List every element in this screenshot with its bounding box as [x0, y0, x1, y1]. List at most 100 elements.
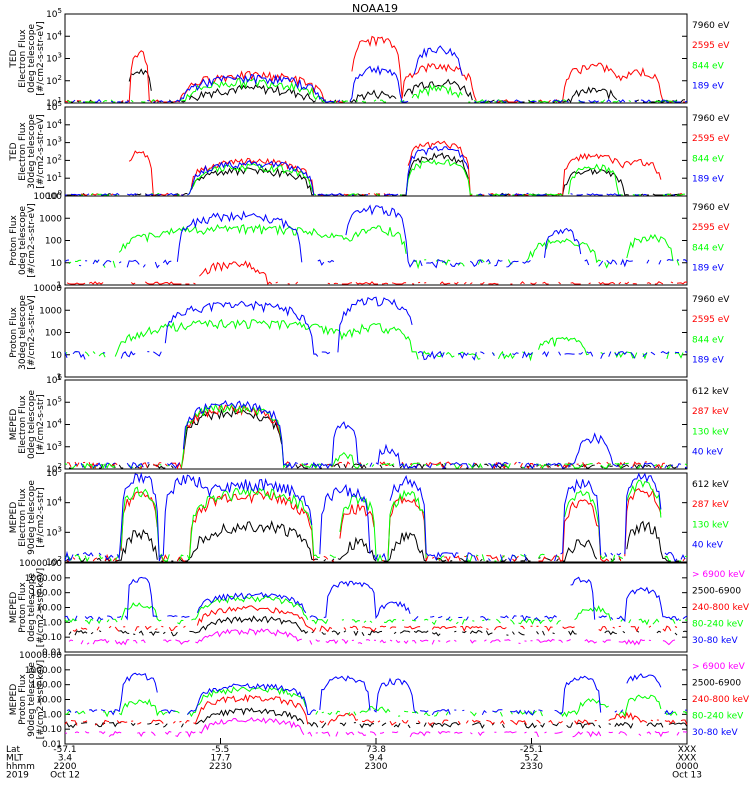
y-tick-label: 10000.00 [19, 651, 62, 661]
x-tick-label: 0000 [676, 762, 699, 772]
legend-entry: 2595 eV [692, 134, 730, 144]
legend-entry: 2595 eV [692, 41, 730, 51]
y-tick-label: 0.10 [42, 725, 62, 735]
legend-entry: 287 keV [692, 407, 729, 417]
series-line [71, 68, 686, 104]
panel-frame [64, 472, 688, 563]
legend-entry: 40 keV [692, 541, 724, 551]
panel-meped-p-90: 0.010.101.0010.00100.001000.0010000.00ME… [9, 651, 750, 750]
y-axis-label-line: 0deg telescope [27, 24, 37, 94]
x-tick-label: Oct 12 [50, 771, 80, 781]
x-tick-label: 2330 [520, 762, 543, 772]
series-line [65, 158, 686, 196]
chart-title: NOAA19 [352, 2, 398, 15]
y-tick-label: 106 [46, 373, 62, 386]
y-axis-label: TEDElectron Flux0deg telescope[#/cm2-s-s… [9, 21, 46, 96]
series-line [67, 405, 685, 468]
y-tick-label: 103 [46, 136, 62, 149]
y-axis-label-line: [#/cm2-s-str] [36, 394, 46, 454]
y-tick-label: 1 [56, 281, 62, 291]
legend-entry: 7960 eV [692, 114, 730, 124]
y-axis-label-line: TED [9, 49, 19, 68]
legend-entry: 7960 eV [692, 21, 730, 31]
legend-entry: 7960 eV [692, 203, 730, 213]
y-tick-label: 102 [46, 74, 62, 87]
y-tick-label: 0.10 [42, 633, 62, 643]
y-tick-label: 104 [46, 118, 62, 131]
y-axis-label-line: 30deg telescope [18, 295, 28, 370]
x-row-label: MLT [6, 754, 24, 764]
y-axis-label-line: Electron Flux [18, 29, 28, 88]
x-row-label: Lat [6, 745, 21, 755]
y-tick-label: 10000 [33, 192, 62, 202]
legend-entry: 2595 eV [692, 315, 730, 325]
series-line [66, 672, 688, 716]
series-line [69, 629, 687, 645]
legend-entry: 80-240 keV [692, 619, 744, 629]
y-tick-label: 0.01 [42, 648, 62, 658]
series-line [69, 407, 687, 470]
series-line [64, 318, 684, 362]
series-line [65, 147, 687, 195]
y-tick-label: 10 [51, 351, 63, 361]
legend-entry: 2595 eV [692, 223, 730, 233]
legend-entry: 844 eV [692, 243, 725, 253]
series-line [74, 400, 688, 470]
x-tick-label: Oct 13 [672, 771, 702, 781]
y-tick-label: 100.00 [31, 681, 63, 691]
legend-entry: 844 eV [692, 335, 725, 345]
y-axis-label-line: Proton Flux [9, 215, 19, 266]
legend-entry: 189 eV [692, 264, 725, 274]
y-tick-label: 1000.00 [25, 666, 62, 676]
x-tick-label: -25.1 [520, 745, 543, 755]
y-axis-label-line: MEPED [9, 409, 19, 441]
y-axis-label-line: 90deg telescope [27, 662, 37, 737]
y-tick-label: 100.00 [31, 589, 63, 599]
y-tick-label: 103 [46, 440, 62, 453]
y-tick-label: 103 [46, 52, 62, 65]
x-tick-label: 73.8 [366, 745, 386, 755]
y-tick-label: 10.00 [36, 696, 62, 706]
y-axis-label-line: [#/cm2-s-str-keV] [36, 568, 46, 647]
series-line [64, 472, 686, 563]
y-tick-label: 101 [46, 171, 62, 184]
series-line [65, 153, 685, 195]
y-tick-label: 104 [46, 496, 62, 509]
y-axis-label-line: Proton Flux [18, 674, 28, 725]
legend-entry: 130 keV [692, 427, 729, 437]
y-axis-label-line: Electron Flux [18, 395, 28, 454]
y-axis-label-line: [#/cm2-s-str] [36, 487, 46, 547]
series-line [67, 488, 686, 563]
y-axis-label-line: Proton Flux [9, 307, 19, 358]
series-line [67, 79, 687, 102]
legend-entry: 189 eV [692, 82, 725, 92]
y-axis-label-line: [#/cm2-s-str-eV] [27, 295, 37, 370]
panel-frame [64, 379, 688, 470]
y-axis-label: MEPEDProton Flux90deg telescope[#/cm2-s-… [9, 660, 46, 739]
panel-frame [64, 106, 688, 197]
y-axis-label-line: Proton Flux [18, 582, 28, 633]
legend-entry: 240-800 keV [692, 695, 750, 705]
y-tick-label: 1000 [39, 214, 62, 224]
legend-entry: 240-800 keV [692, 603, 750, 613]
y-tick-label: 104 [46, 418, 62, 431]
legend-entry: 30-80 keV [692, 636, 738, 646]
y-axis-label: Proton Flux30deg telescope[#/cm2-s-str-e… [9, 295, 37, 370]
y-tick-label: 105 [46, 395, 62, 408]
legend-entry: 844 eV [692, 154, 725, 164]
y-tick-label: 102 [46, 153, 62, 166]
y-tick-label: 1 [56, 373, 62, 383]
series-line [64, 204, 688, 269]
x-tick-label: 3.4 [58, 754, 73, 764]
panel-frame [64, 13, 688, 104]
series-line [69, 225, 687, 268]
x-tick-label: 2300 [365, 762, 388, 772]
y-axis-label: MEPEDElectron Flux0deg telescope[#/cm2-s… [9, 390, 46, 460]
legend-entry: 612 keV [692, 387, 729, 397]
y-axis-label-line: MEPED [9, 502, 19, 534]
